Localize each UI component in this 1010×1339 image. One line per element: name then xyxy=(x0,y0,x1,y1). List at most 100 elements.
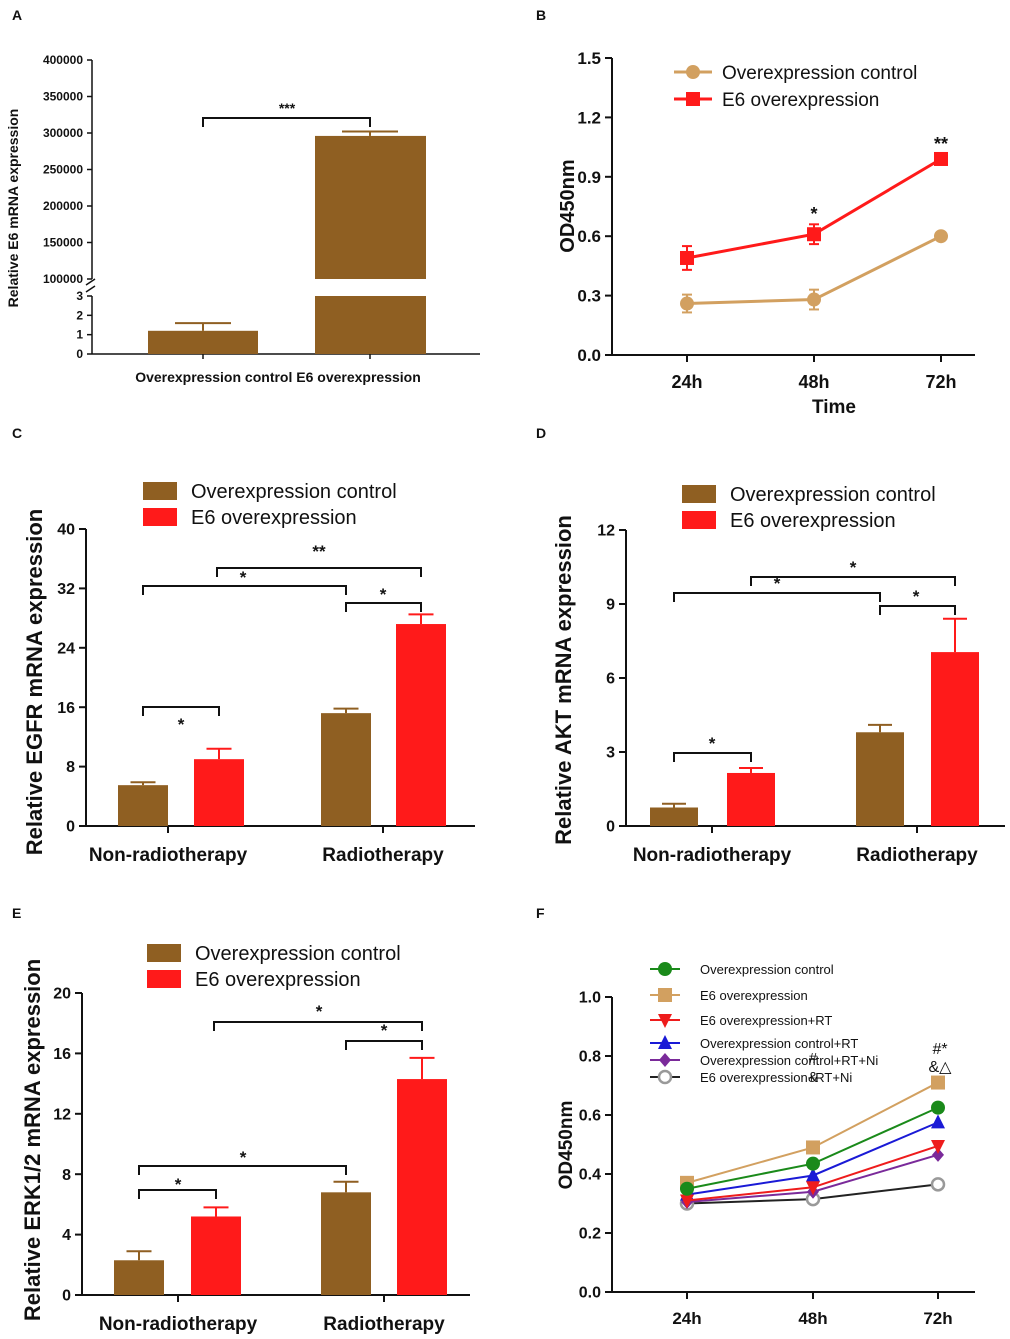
e-y-tick-label: 0 xyxy=(62,1288,71,1305)
d-significance-label: * xyxy=(709,734,716,753)
a-tick-label: 300000 xyxy=(43,126,83,140)
f-y-tick-label: 0.0 xyxy=(579,1285,601,1302)
f-y-tick-label: 1.0 xyxy=(579,990,601,1007)
d-bar xyxy=(931,652,979,826)
f-point xyxy=(680,1194,694,1209)
f-legend-label: E6 overexpression+RT xyxy=(700,1013,832,1028)
c-legend-label: E6 overexpression xyxy=(191,507,357,529)
b-y-tick-label: 0.3 xyxy=(577,287,601,306)
c-x-tick-label: Non-radiotherapy xyxy=(89,845,248,866)
e-bar xyxy=(321,1192,371,1295)
f-y-tick-label: 0.6 xyxy=(579,1108,601,1125)
c-significance-bracket xyxy=(142,706,220,716)
d-significance-bracket xyxy=(879,605,956,615)
f-point xyxy=(806,1181,820,1196)
a-tick-label: 200000 xyxy=(43,199,83,213)
e-y-tick-label: 20 xyxy=(53,986,71,1003)
f-point xyxy=(806,1167,820,1182)
b-point xyxy=(680,250,694,265)
d-legend-label: E6 overexpression xyxy=(730,510,896,532)
d-legend-label: Overexpression control xyxy=(730,484,936,506)
c-legend-label: Overexpression control xyxy=(191,481,397,503)
f-y-axis-title: OD450nm xyxy=(556,1101,577,1190)
c-x-tick-label: Radiotherapy xyxy=(322,845,444,866)
e-significance-label: * xyxy=(316,1002,323,1021)
d-legend-swatch xyxy=(682,511,716,529)
a-tick-label: 150000 xyxy=(43,236,83,250)
e-legend-label: Overexpression control xyxy=(195,943,401,965)
f-x-tick-label: 72h xyxy=(923,1309,952,1328)
b-y-axis-title: OD450nm xyxy=(557,159,579,252)
c-legend-swatch xyxy=(143,508,177,526)
d-significance-label: * xyxy=(774,574,781,593)
b-y-tick-label: 0.0 xyxy=(577,346,601,365)
d-significance-bracket xyxy=(750,576,956,586)
a-tick-label: 350000 xyxy=(43,90,83,104)
f-legend-marker xyxy=(658,1035,672,1049)
f-annotation: &△ xyxy=(929,1059,953,1076)
e-y-tick-label: 4 xyxy=(62,1227,71,1244)
a-significance-label: *** xyxy=(279,100,296,116)
f-x-tick-label: 48h xyxy=(798,1309,827,1328)
a-significance-bracket xyxy=(202,117,371,127)
d-y-tick-label: 12 xyxy=(597,523,615,540)
c-bar xyxy=(194,759,244,826)
b-point xyxy=(680,296,694,311)
e-significance-label: * xyxy=(240,1148,247,1167)
e-x-tick-label: Radiotherapy xyxy=(323,1314,445,1335)
b-point xyxy=(934,229,948,244)
panel-letter-e: E xyxy=(12,905,21,921)
d-x-tick-label: Non-radiotherapy xyxy=(633,845,792,866)
panel-letter-a: A xyxy=(12,7,22,23)
a-y-axis-title: Relative E6 mRNA expression xyxy=(5,109,21,308)
f-legend-marker xyxy=(658,1014,672,1028)
c-significance-label: * xyxy=(380,585,387,604)
e-bar xyxy=(114,1260,164,1295)
e-significance-bracket xyxy=(345,1040,423,1050)
c-significance-bracket xyxy=(142,585,347,595)
c-y-tick-label: 24 xyxy=(57,640,75,657)
b-significance-label: * xyxy=(810,204,817,224)
a-tick-label: 250000 xyxy=(43,163,83,177)
panel-letter-c: C xyxy=(12,425,22,441)
a-break-mark xyxy=(85,278,96,286)
c-y-tick-label: 40 xyxy=(57,522,75,539)
b-legend-marker xyxy=(686,65,700,79)
c-significance-label: ** xyxy=(312,542,326,561)
c-significance-bracket xyxy=(216,567,422,577)
f-annotation: # xyxy=(809,1050,818,1067)
c-y-tick-label: 32 xyxy=(57,581,75,598)
b-significance-label: ** xyxy=(934,134,948,154)
e-y-tick-label: 8 xyxy=(62,1167,71,1184)
f-legend-label: Overexpression control+RT+Ni xyxy=(700,1053,878,1068)
b-y-tick-label: 1.5 xyxy=(577,49,601,68)
c-legend-swatch xyxy=(143,482,177,500)
e-legend-swatch xyxy=(147,970,181,988)
f-point xyxy=(932,1147,944,1162)
d-bar xyxy=(856,732,904,826)
d-y-tick-label: 0 xyxy=(606,819,615,836)
c-significance-label: * xyxy=(178,715,185,734)
b-y-tick-label: 0.6 xyxy=(577,227,601,246)
a-bar-e6-overexpression-upper xyxy=(315,135,426,279)
a-category-labels: Overexpression control E6 overexpression xyxy=(135,369,421,385)
panel-letter-d: D xyxy=(536,425,546,441)
f-point xyxy=(931,1075,945,1090)
f-point xyxy=(931,1139,945,1154)
f-legend-marker xyxy=(658,962,672,976)
b-x-tick-label: 48h xyxy=(798,372,829,392)
b-point xyxy=(807,292,821,307)
c-y-tick-label: 16 xyxy=(57,700,75,717)
d-significance-bracket xyxy=(673,592,881,602)
f-annotation: #* xyxy=(932,1041,947,1058)
e-significance-bracket xyxy=(138,1165,347,1175)
b-x-tick-label: 72h xyxy=(925,372,956,392)
f-legend-label: E6 overexpression xyxy=(700,988,808,1003)
a-tick-label: 3 xyxy=(76,289,83,303)
e-y-tick-label: 12 xyxy=(53,1106,71,1123)
d-bar xyxy=(650,807,698,826)
d-significance-bracket xyxy=(673,752,752,762)
e-y-tick-label: 16 xyxy=(53,1046,71,1063)
e-bar xyxy=(191,1216,241,1295)
e-y-axis-title: Relative ERK1/2 mRNA expression xyxy=(20,959,45,1321)
